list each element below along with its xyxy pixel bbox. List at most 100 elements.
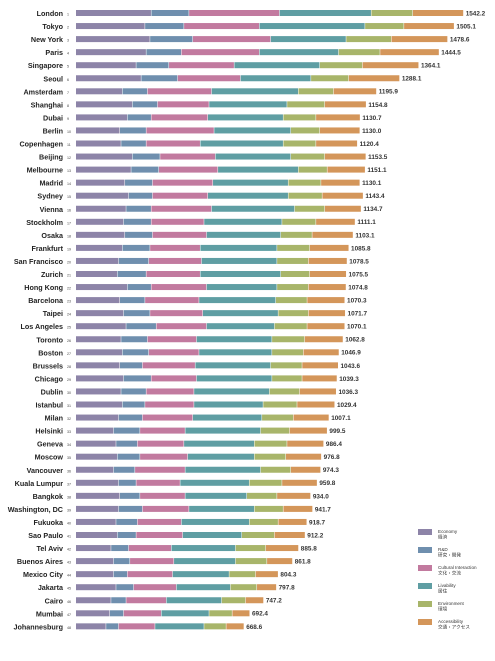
bar-segment-economy (76, 518, 116, 525)
bar-segment-environment (260, 427, 290, 434)
bar-segment-livability (195, 362, 271, 369)
bar-segment-environment (283, 140, 316, 147)
bar-segment-r-d (117, 453, 140, 460)
bar-segment-accessibility (307, 323, 345, 330)
bar-segment-accessibility (278, 518, 307, 525)
bar-segment-accessibility (308, 257, 347, 264)
bar-segment-livability (171, 545, 236, 552)
total-value-label: 999.5 (329, 428, 345, 435)
bar-segment-r-d (151, 10, 189, 16)
bar-segment-livability (192, 414, 262, 421)
bar-segment-economy (76, 23, 145, 30)
legend-label-en: Cultural Interaction (438, 565, 477, 570)
bar-segment-accessibility (267, 558, 293, 565)
bar-segment-livability (208, 192, 288, 199)
bar-segment-r-d (145, 23, 184, 30)
bar-segment-cultural-interaction (152, 231, 207, 238)
bar-segment-livability (166, 597, 222, 604)
city-label: Dublin (41, 387, 63, 396)
bar-segment-livability (211, 88, 299, 95)
bar-segment-cultural-interaction (147, 88, 212, 95)
bar-segment-cultural-interaction (142, 362, 195, 369)
city-label: Sao Paulo (28, 531, 63, 540)
legend-label-jp: 経済 (438, 534, 448, 541)
bar-segment-environment (371, 10, 413, 16)
rank-label: 27 (67, 352, 71, 356)
bar-segment-livability (155, 623, 204, 630)
bar-segment-livability (176, 584, 231, 591)
legend-swatch (418, 529, 432, 535)
bar-segment-r-d (118, 479, 136, 486)
bar-segment-cultural-interaction (142, 414, 193, 421)
bar-segment-accessibility (316, 114, 360, 121)
total-value-label: 1111.1 (357, 219, 376, 226)
rank-label: 46 (67, 600, 71, 604)
bar-segment-cultural-interaction (192, 36, 271, 43)
total-value-label: 1143.4 (365, 193, 385, 200)
bar-segment-cultural-interaction (177, 75, 241, 82)
bar-segment-accessibility (324, 153, 366, 160)
bar-segment-environment (230, 584, 257, 591)
rank-label: 16 (67, 208, 71, 212)
city-label: Osaka (41, 231, 64, 240)
bar-segment-livability (206, 284, 277, 291)
bar-segment-accessibility (265, 545, 299, 552)
bar-segment-environment (235, 558, 267, 565)
bar-segment-economy (76, 349, 123, 356)
bar-segment-accessibility (245, 597, 264, 604)
total-value-label: 1130.0 (362, 128, 382, 135)
bar-segment-r-d (118, 257, 149, 264)
bar-segment-cultural-interaction (150, 310, 203, 317)
bar-segment-livability (200, 271, 281, 277)
bar-segment-livability (185, 466, 261, 473)
bar-segment-economy (76, 166, 131, 173)
bar-segment-r-d (123, 310, 150, 317)
rank-label: 36 (67, 469, 71, 473)
bar-segment-environment (269, 388, 300, 395)
total-value-label: 934.0 (313, 493, 329, 500)
bar-segment-environment (277, 244, 310, 251)
rank-label: 21 (67, 274, 71, 278)
bar-segment-accessibility (232, 610, 250, 617)
bar-segment-economy (76, 597, 111, 604)
city-label: Toronto (36, 335, 63, 344)
city-label: Copenhagen (19, 140, 63, 149)
bar-segment-cultural-interaction (146, 127, 214, 134)
bar-segment-livability (199, 349, 272, 356)
rank-label: 47 (67, 613, 71, 617)
bar-segment-r-d (123, 375, 151, 382)
total-value-label: 1444.5 (441, 50, 461, 57)
legend-label-en: Environment (438, 601, 465, 606)
city-label: Sydney (37, 192, 63, 201)
rank-label: 11 (67, 143, 71, 147)
bar-segment-accessibility (297, 401, 335, 408)
bar-segment-r-d (150, 36, 193, 43)
bar-segment-environment (235, 545, 266, 552)
bar-segment-r-d (122, 349, 149, 356)
total-value-label: 1046.9 (341, 350, 361, 357)
bar-segment-livability (174, 558, 236, 565)
bar-segment-cultural-interaction (152, 179, 213, 186)
bar-segment-livability (202, 310, 278, 317)
bar-segment-accessibility (302, 375, 337, 382)
bar-segment-accessibility (404, 23, 454, 30)
bar-segment-economy (76, 414, 119, 421)
bar-segment-livability (218, 166, 299, 173)
legend-swatch (418, 583, 432, 589)
bar-segment-economy (76, 505, 119, 512)
total-value-label: 1154.8 (368, 102, 388, 109)
total-value-label: 1103.1 (355, 232, 375, 239)
bar-segment-environment (246, 492, 277, 499)
bar-segment-cultural-interaction (169, 62, 234, 69)
bar-segment-livability (206, 231, 281, 238)
bar-segment-accessibility (307, 297, 345, 304)
city-label: Singapore (28, 61, 63, 70)
bar-segment-livability (194, 388, 270, 395)
bar-segment-cultural-interaction (189, 10, 280, 16)
bar-segment-livability (182, 532, 242, 538)
bar-segment-economy (76, 127, 120, 134)
bar-segment-r-d (127, 114, 151, 121)
bar-segment-economy (76, 492, 120, 499)
rank-label: 10 (67, 130, 71, 134)
